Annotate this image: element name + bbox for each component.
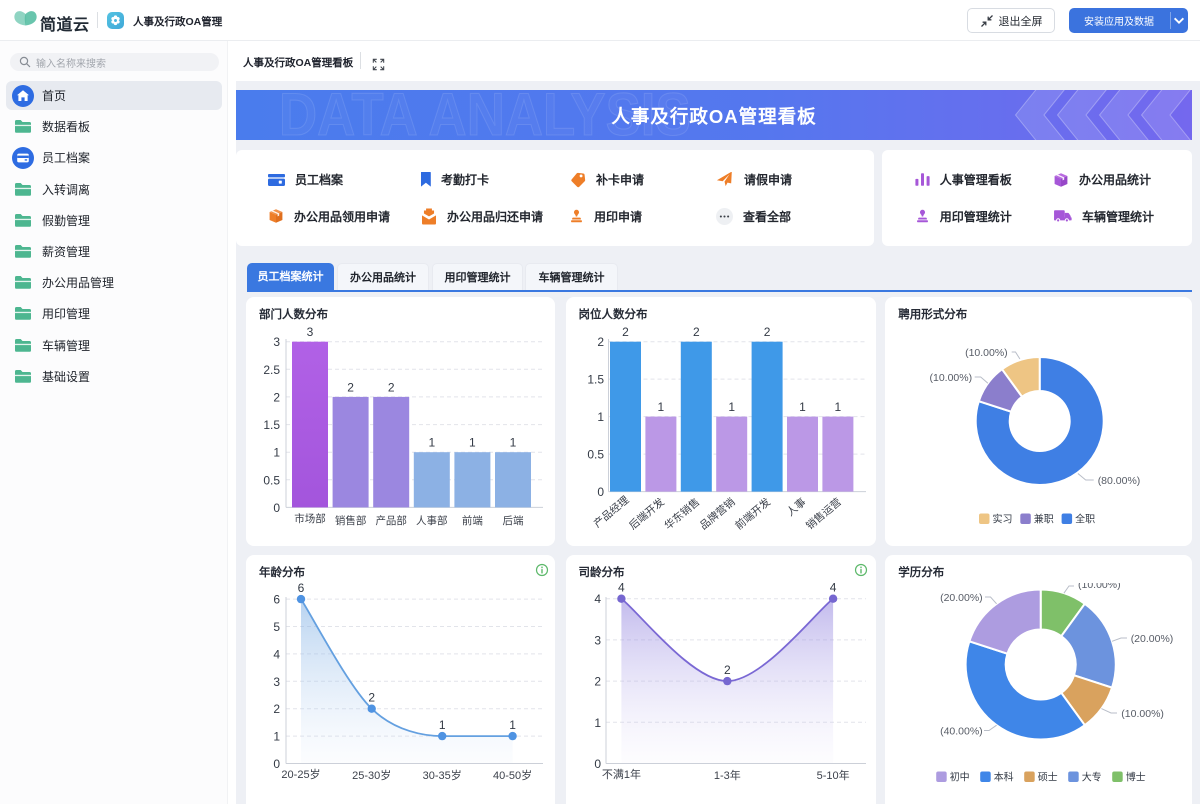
svg-text:1: 1 [428,436,435,450]
svg-text:2: 2 [763,325,770,339]
svg-text:(80.00%): (80.00%) [1098,475,1141,487]
svg-text:1: 1 [509,718,516,732]
svg-text:0: 0 [273,501,280,515]
svg-text:人事: 人事 [783,495,808,519]
svg-text:1: 1 [594,716,601,730]
svg-text:4: 4 [829,581,836,595]
svg-text:本科: 本科 [994,771,1014,784]
svg-text:3: 3 [307,325,314,339]
svg-text:2: 2 [388,380,395,394]
svg-text:华东销售: 华东销售 [661,495,702,532]
svg-text:6: 6 [298,581,305,595]
svg-text:1: 1 [273,730,280,744]
svg-text:初中: 初中 [950,771,970,784]
svg-text:(40.00%): (40.00%) [940,726,983,738]
svg-text:后端: 后端 [503,514,524,527]
svg-text:1: 1 [273,446,280,460]
svg-text:销售运营: 销售运营 [803,495,844,532]
svg-text:0.5: 0.5 [587,448,604,462]
svg-text:30-35岁: 30-35岁 [423,768,462,782]
svg-text:4: 4 [618,581,625,595]
svg-text:前端开发: 前端开发 [732,495,773,532]
svg-text:3: 3 [594,633,601,647]
svg-text:兼职: 兼职 [1034,513,1054,526]
svg-text:实习: 实习 [993,513,1013,526]
svg-text:0: 0 [594,757,601,771]
svg-text:(10.00%): (10.00%) [1078,579,1121,591]
svg-text:大专: 大专 [1082,771,1102,784]
svg-text:后端开发: 后端开发 [626,495,667,532]
svg-text:1.5: 1.5 [587,373,604,387]
svg-text:品牌营销: 品牌营销 [697,495,738,532]
svg-text:20-25岁: 20-25岁 [281,767,320,781]
svg-text:0.5: 0.5 [263,473,280,487]
svg-text:6: 6 [273,593,280,607]
svg-text:1: 1 [728,400,735,414]
svg-text:1: 1 [439,718,446,732]
svg-text:硕士: 硕士 [1038,771,1058,784]
svg-text:0: 0 [273,757,280,771]
svg-text:1: 1 [657,400,664,414]
svg-text:(10.00%): (10.00%) [965,347,1008,359]
svg-text:2.5: 2.5 [263,363,280,377]
svg-text:2: 2 [273,390,280,404]
svg-text:5-10年: 5-10年 [816,768,849,782]
svg-text:销售部: 销售部 [335,514,367,527]
svg-text:1-3年: 1-3年 [713,768,740,782]
svg-text:4: 4 [594,592,601,606]
svg-text:2: 2 [692,325,699,339]
svg-text:4: 4 [273,647,280,661]
svg-text:1: 1 [597,410,604,424]
svg-text:全职: 全职 [1075,513,1095,526]
svg-text:25-30岁: 25-30岁 [352,768,391,782]
svg-text:5: 5 [273,620,280,634]
svg-text:1.5: 1.5 [263,418,280,432]
svg-text:(10.00%): (10.00%) [1122,708,1165,720]
svg-text:3: 3 [273,335,280,349]
svg-text:2: 2 [597,335,604,349]
svg-text:0: 0 [597,485,604,499]
svg-text:3: 3 [273,675,280,689]
svg-text:(20.00%): (20.00%) [940,592,983,604]
svg-text:1: 1 [799,400,806,414]
svg-text:市场部: 市场部 [294,512,326,525]
svg-text:2: 2 [723,663,730,677]
svg-text:40-50岁: 40-50岁 [493,768,532,782]
svg-text:不满1年: 不满1年 [601,767,640,781]
svg-text:(10.00%): (10.00%) [930,372,973,384]
svg-text:产品部: 产品部 [375,514,407,527]
svg-text:前端: 前端 [462,514,483,527]
svg-text:2: 2 [622,325,629,339]
svg-text:人事部: 人事部 [416,514,448,527]
svg-text:1: 1 [510,436,517,450]
svg-text:2: 2 [347,380,354,394]
svg-text:2: 2 [368,691,375,705]
svg-text:1: 1 [469,436,476,450]
svg-text:2: 2 [273,702,280,716]
svg-text:1: 1 [834,400,841,414]
svg-text:(20.00%): (20.00%) [1131,633,1174,645]
svg-text:2: 2 [594,675,601,689]
svg-text:博士: 博士 [1126,771,1146,784]
